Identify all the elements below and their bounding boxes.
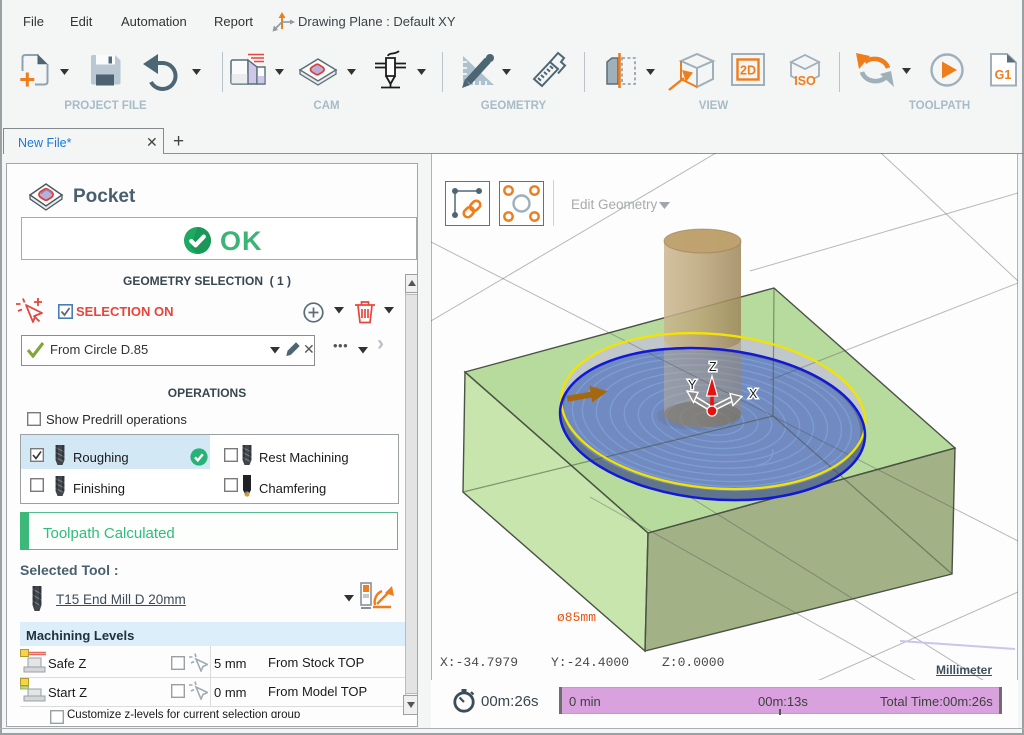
svg-text:G1: G1 xyxy=(995,68,1012,82)
svg-text:ISO: ISO xyxy=(794,74,816,88)
svg-text:Y: Y xyxy=(688,378,697,392)
svg-text:X: X xyxy=(749,387,758,401)
svg-text:Z: Z xyxy=(709,360,717,374)
svg-text:2D: 2D xyxy=(740,64,756,78)
svg-text:ø85mm: ø85mm xyxy=(557,610,596,625)
